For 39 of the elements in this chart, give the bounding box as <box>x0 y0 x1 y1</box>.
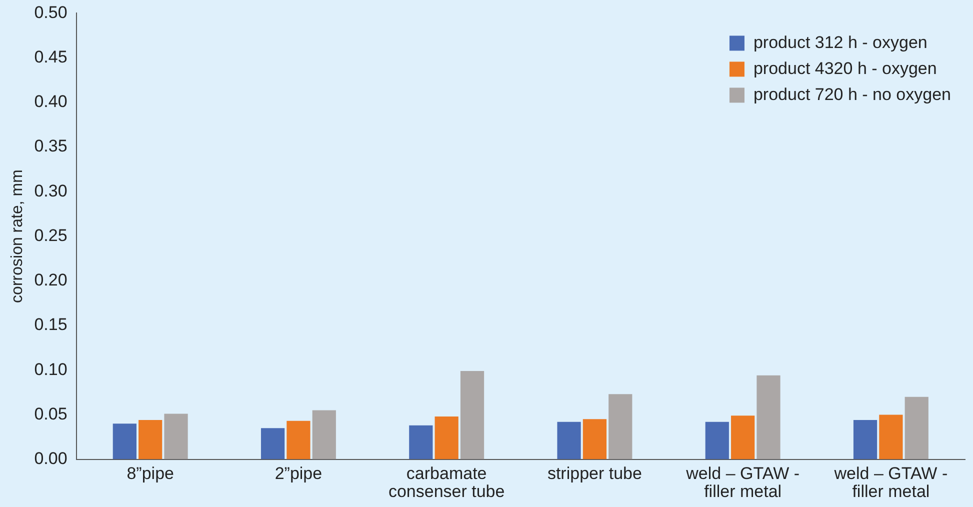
y-tick-label: 0.35 <box>34 136 68 156</box>
x-tick-label: 8”pipe <box>126 464 174 483</box>
legend-label: product 4320 h - oxygen <box>753 58 937 78</box>
bar <box>582 419 607 460</box>
y-tick-label: 0.50 <box>34 2 68 22</box>
x-tick-label: carbamate consenser tube <box>388 464 505 501</box>
legend-label: product 720 h - no oxygen <box>753 84 952 104</box>
bar <box>731 416 755 460</box>
bar <box>853 420 878 460</box>
bar <box>138 420 162 460</box>
y-tick-label: 0.40 <box>34 92 68 112</box>
y-tick-label: 0.05 <box>34 404 68 424</box>
y-axis-title: corrosion rate, mm <box>9 170 26 303</box>
legend-label: product 312 h - oxygen <box>753 32 928 52</box>
bar <box>460 370 484 460</box>
y-tick-label: 0.15 <box>34 315 68 334</box>
bar <box>112 424 136 460</box>
y-tick-label: 0.30 <box>34 181 68 200</box>
bar <box>434 416 458 460</box>
bar <box>409 425 433 460</box>
bar <box>756 375 780 460</box>
y-tick-label: 0.10 <box>34 360 68 379</box>
y-tick-label: 0.45 <box>34 48 68 66</box>
bar <box>904 396 928 460</box>
bar <box>164 414 188 460</box>
bar <box>879 414 903 460</box>
bar <box>705 422 729 460</box>
bar <box>260 428 285 460</box>
x-tick-label: 2”pipe <box>274 464 322 483</box>
bar <box>608 394 632 460</box>
x-tick-label: stripper tube <box>547 464 642 483</box>
y-tick-label: 0.00 <box>34 448 68 468</box>
bar <box>557 422 581 460</box>
bar <box>312 410 336 460</box>
y-tick-label: 0.25 <box>34 226 68 245</box>
bar <box>286 420 310 460</box>
x-tick-label: weld – GTAW - filler metal <box>833 464 948 501</box>
y-tick-label: 0.20 <box>34 270 68 290</box>
x-tick-label: weld – GTAW - filler metal <box>685 464 800 501</box>
